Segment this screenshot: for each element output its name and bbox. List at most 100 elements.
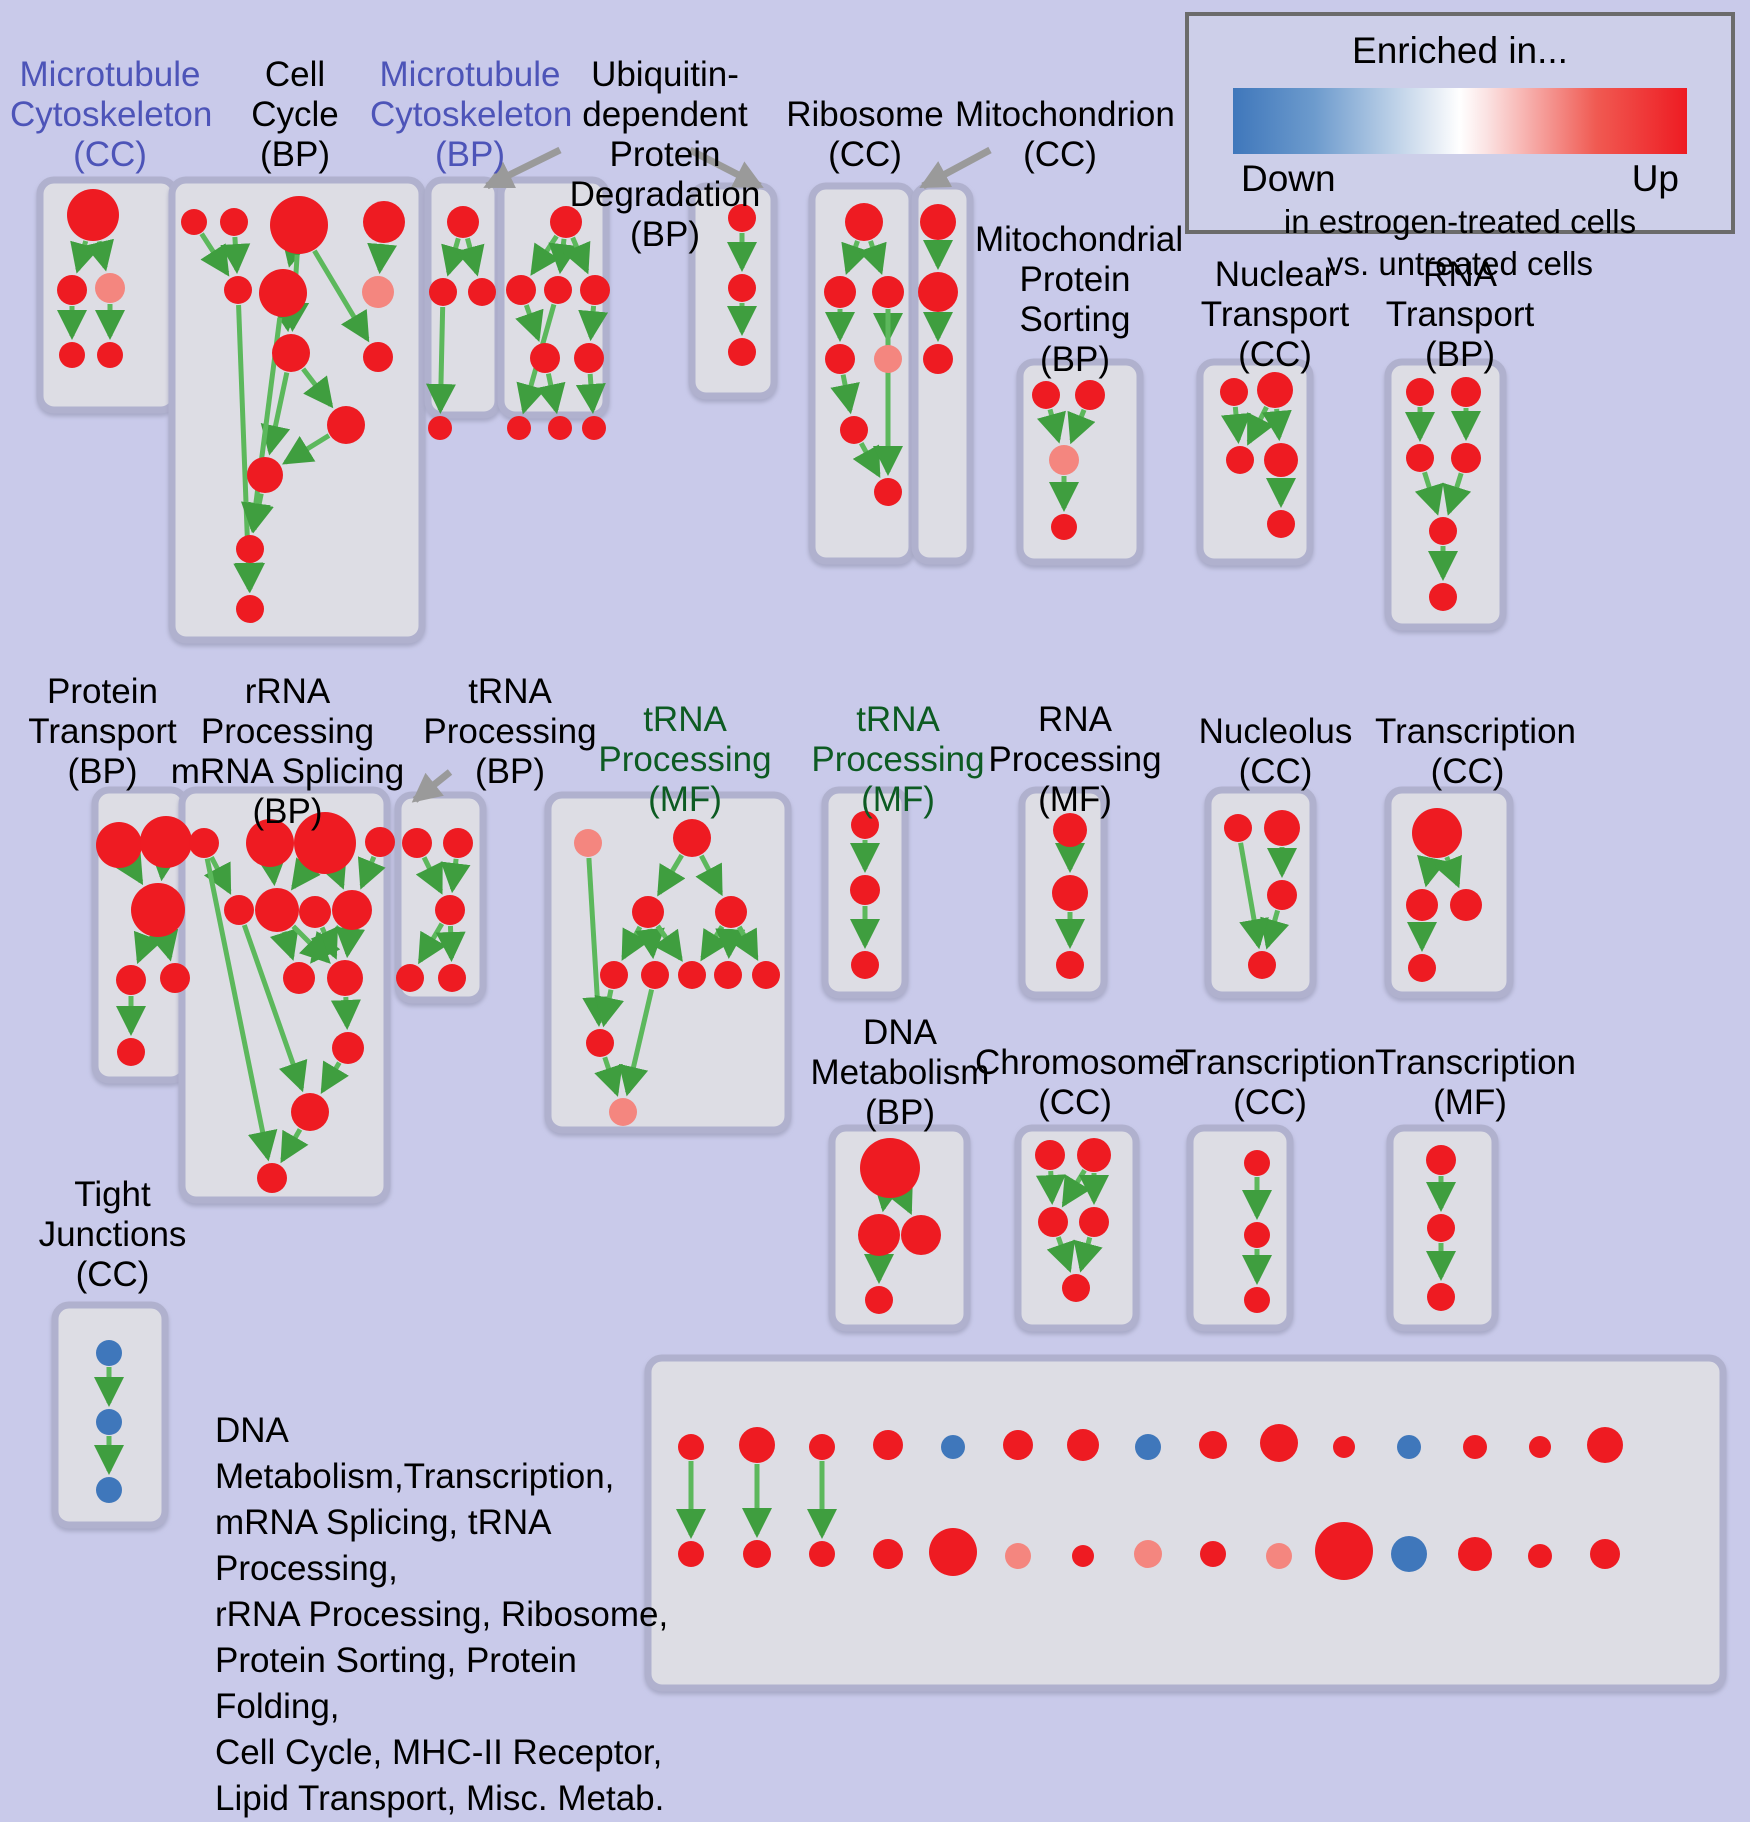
network-node[interactable] [1528, 1544, 1552, 1568]
network-node[interactable] [332, 890, 372, 930]
network-node[interactable] [1406, 378, 1434, 406]
network-node[interactable] [873, 1539, 903, 1569]
network-node[interactable] [1408, 954, 1436, 982]
network-node[interactable] [600, 961, 628, 989]
network-node[interactable] [1590, 1539, 1620, 1569]
network-node[interactable] [1079, 1207, 1109, 1237]
network-node[interactable] [236, 535, 264, 563]
network-node[interactable] [809, 1434, 835, 1460]
network-node[interactable] [1220, 378, 1248, 406]
network-node[interactable] [507, 416, 531, 440]
network-node[interactable] [1053, 813, 1087, 847]
network-node[interactable] [851, 811, 879, 839]
network-node[interactable] [1426, 1145, 1456, 1175]
network-node[interactable] [923, 344, 953, 374]
network-node[interactable] [860, 1138, 920, 1198]
network-node[interactable] [609, 1098, 637, 1126]
network-node[interactable] [1315, 1522, 1373, 1580]
network-node[interactable] [327, 406, 365, 444]
network-node[interactable] [1406, 444, 1434, 472]
network-node[interactable] [189, 828, 219, 858]
network-node[interactable] [582, 416, 606, 440]
network-node[interactable] [1333, 1436, 1355, 1458]
network-node[interactable] [825, 344, 855, 374]
network-node[interactable] [1135, 1434, 1161, 1460]
network-node[interactable] [851, 951, 879, 979]
network-node[interactable] [632, 896, 664, 928]
network-node[interactable] [181, 209, 207, 235]
network-node[interactable] [224, 276, 252, 304]
network-node[interactable] [901, 1215, 941, 1255]
network-node[interactable] [1226, 446, 1254, 474]
network-node[interactable] [1224, 814, 1252, 842]
network-node[interactable] [96, 1409, 122, 1435]
network-node[interactable] [1005, 1543, 1031, 1569]
network-node[interactable] [678, 961, 706, 989]
network-node[interactable] [920, 204, 956, 240]
network-node[interactable] [447, 206, 479, 238]
network-node[interactable] [1412, 808, 1462, 858]
network-node[interactable] [728, 338, 756, 366]
network-node[interactable] [1451, 377, 1481, 407]
network-node[interactable] [580, 275, 610, 305]
network-node[interactable] [809, 1541, 835, 1567]
network-node[interactable] [1075, 380, 1105, 410]
network-node[interactable] [468, 278, 496, 306]
network-node[interactable] [365, 827, 395, 857]
network-node[interactable] [1199, 1431, 1227, 1459]
network-node[interactable] [574, 343, 604, 373]
network-node[interactable] [270, 196, 328, 254]
network-node[interactable] [1051, 514, 1077, 540]
network-node[interactable] [1429, 517, 1457, 545]
network-node[interactable] [283, 962, 315, 994]
network-node[interactable] [873, 1430, 903, 1460]
network-node[interactable] [506, 275, 536, 305]
network-node[interactable] [1003, 1430, 1033, 1460]
network-node[interactable] [739, 1427, 775, 1463]
network-node[interactable] [544, 276, 572, 304]
network-node[interactable] [1266, 1543, 1292, 1569]
network-node[interactable] [438, 964, 466, 992]
network-node[interactable] [678, 1434, 704, 1460]
network-node[interactable] [1257, 372, 1293, 408]
network-node[interactable] [1244, 1150, 1270, 1176]
network-node[interactable] [160, 963, 190, 993]
network-node[interactable] [918, 272, 958, 312]
network-node[interactable] [1067, 1429, 1099, 1461]
network-node[interactable] [1587, 1427, 1623, 1463]
network-node[interactable] [362, 276, 394, 308]
network-node[interactable] [1072, 1545, 1094, 1567]
network-node[interactable] [67, 189, 119, 241]
network-node[interactable] [1200, 1541, 1226, 1567]
network-node[interactable] [850, 875, 880, 905]
network-node[interactable] [840, 416, 868, 444]
network-node[interactable] [1062, 1274, 1090, 1302]
network-node[interactable] [865, 1286, 893, 1314]
network-node[interactable] [332, 1032, 364, 1064]
network-node[interactable] [247, 457, 283, 493]
network-node[interactable] [428, 416, 452, 440]
network-node[interactable] [1244, 1222, 1270, 1248]
network-node[interactable] [97, 342, 123, 368]
network-node[interactable] [291, 1093, 329, 1131]
network-node[interactable] [752, 961, 780, 989]
network-node[interactable] [1427, 1214, 1455, 1242]
network-node[interactable] [673, 819, 711, 857]
network-node[interactable] [1244, 1287, 1270, 1313]
network-node[interactable] [272, 334, 310, 372]
network-node[interactable] [396, 964, 424, 992]
network-node[interactable] [824, 276, 856, 308]
network-node[interactable] [131, 883, 185, 937]
network-node[interactable] [929, 1528, 977, 1576]
network-node[interactable] [1134, 1540, 1162, 1568]
network-node[interactable] [1267, 880, 1297, 910]
network-node[interactable] [1397, 1435, 1421, 1459]
network-node[interactable] [1463, 1435, 1487, 1459]
network-node[interactable] [1406, 889, 1438, 921]
network-node[interactable] [1451, 443, 1481, 473]
network-node[interactable] [1529, 1436, 1551, 1458]
network-node[interactable] [259, 269, 307, 317]
network-node[interactable] [96, 1477, 122, 1503]
network-node[interactable] [294, 812, 356, 874]
network-node[interactable] [574, 829, 602, 857]
